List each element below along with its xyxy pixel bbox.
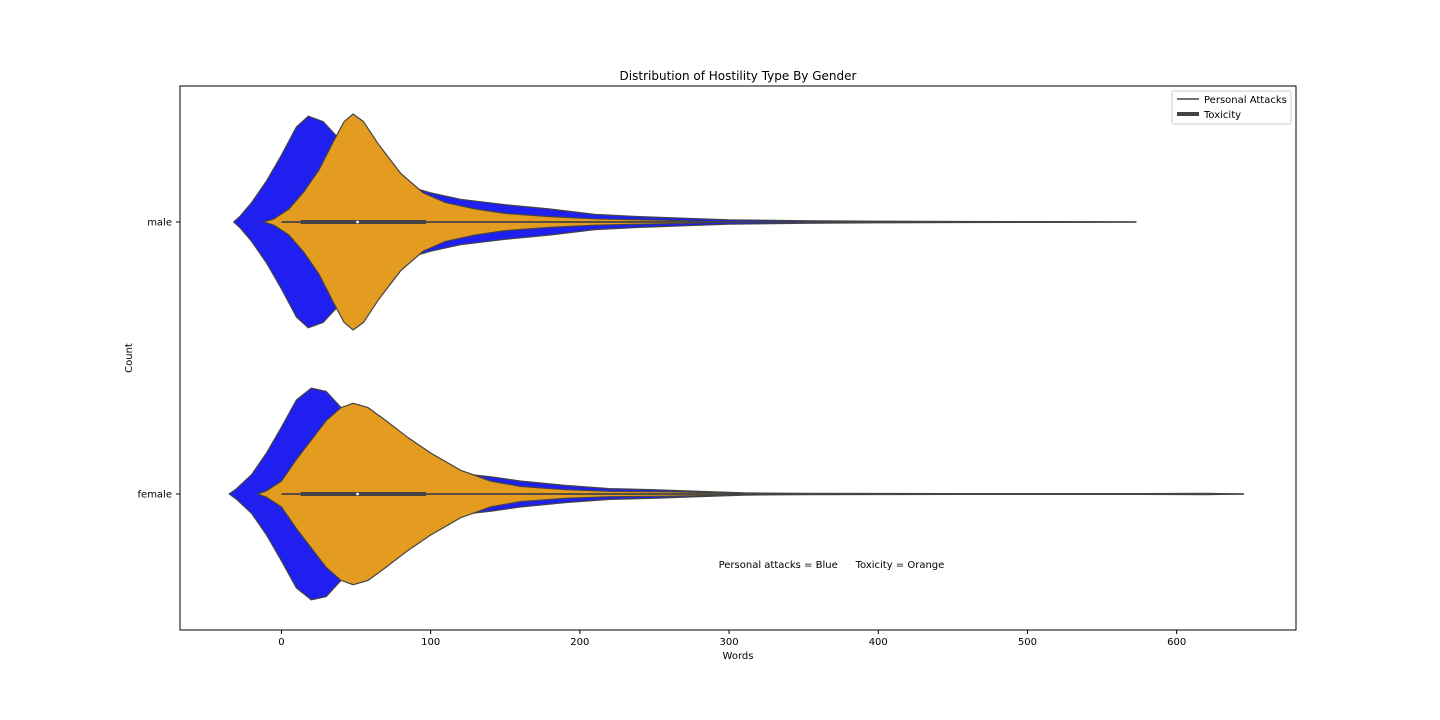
annotation-blue: Personal attacks = Blue	[719, 560, 838, 571]
y-tick-label-male: male	[147, 218, 172, 229]
y-axis: male female	[138, 218, 180, 501]
x-tick-label-200: 200	[570, 637, 589, 648]
chart-annotation: Personal attacks = Blue Toxicity = Orang…	[719, 560, 945, 571]
plot-area	[228, 113, 1244, 601]
median-toxicity-male	[356, 220, 359, 224]
x-tick-label-600: 600	[1167, 637, 1186, 648]
x-tick-label-500: 500	[1018, 637, 1037, 648]
x-tick-label-300: 300	[720, 637, 739, 648]
x-tick-label-100: 100	[421, 637, 440, 648]
plot-frame	[179, 85, 1297, 631]
chart-title: Distribution of Hostility Type By Gender	[620, 69, 857, 83]
legend: Personal Attacks Toxicity	[1171, 90, 1292, 125]
legend-box	[1171, 90, 1292, 125]
legend-label-toxicity: Toxicity	[1203, 110, 1241, 121]
median-toxicity-female	[356, 492, 359, 496]
x-tick-label-400: 400	[869, 637, 888, 648]
legend-label-personal-attacks: Personal Attacks	[1204, 95, 1287, 106]
x-tick-label-0: 0	[278, 637, 284, 648]
annotation-orange: Toxicity = Orange	[855, 560, 945, 571]
x-axis-label: Words	[723, 651, 754, 662]
y-axis-label: Count	[124, 343, 135, 373]
x-axis: 0 100 200 300 400 500 600	[278, 630, 1186, 648]
y-tick-label-female: female	[138, 490, 172, 501]
